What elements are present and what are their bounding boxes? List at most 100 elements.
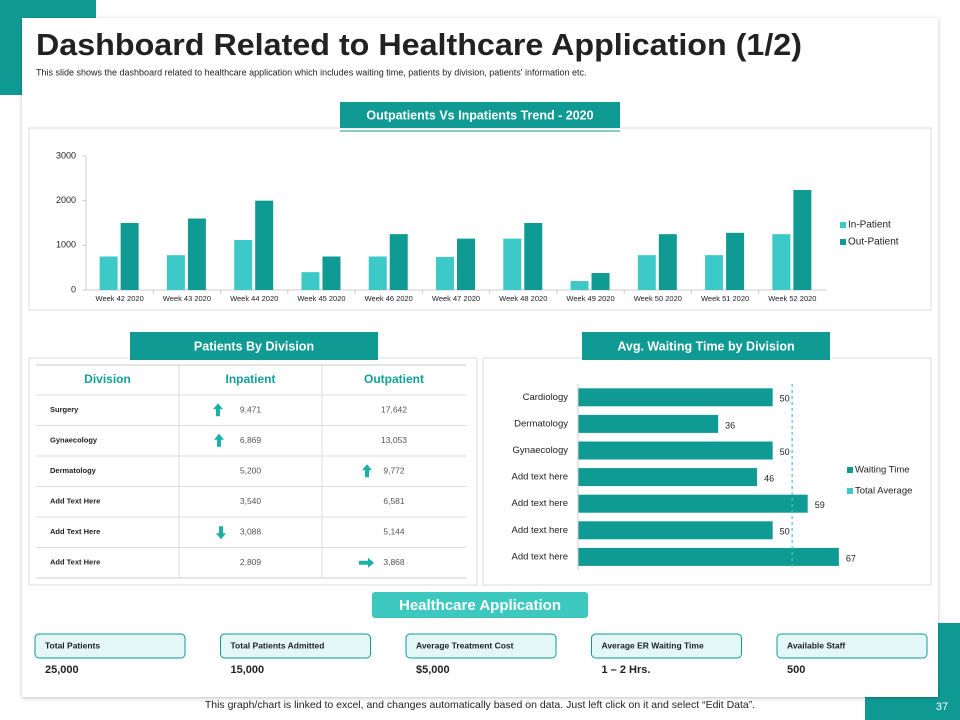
- kpi-value: 15,000: [231, 664, 265, 676]
- bar: [578, 468, 758, 487]
- cell: 9,772: [383, 466, 405, 476]
- cell: 9,471: [240, 405, 262, 415]
- y-tick-label: Dermatology: [514, 418, 568, 429]
- legend-swatch: [847, 488, 853, 494]
- bar: [591, 273, 610, 290]
- legend-swatch: [847, 467, 853, 473]
- y-tick-label: 2000: [56, 195, 76, 205]
- bar: [322, 256, 341, 290]
- bar: [524, 223, 543, 290]
- legend-swatch: [840, 222, 846, 228]
- bar: [578, 547, 839, 566]
- bar: [705, 255, 724, 290]
- subtitle: This slide shows the dashboard related t…: [36, 67, 587, 77]
- page-number: 37: [936, 701, 948, 713]
- cell: 3,868: [383, 557, 405, 567]
- x-tick-label: Week 45 2020: [297, 294, 345, 303]
- x-tick-label: Week 49 2020: [566, 294, 614, 303]
- bar: [457, 238, 475, 290]
- kpi-label: Total Patients Admitted: [231, 640, 325, 650]
- data-label: 36: [725, 420, 735, 430]
- table-header: Division: [84, 372, 131, 386]
- bar: [187, 218, 206, 290]
- data-label: 59: [815, 500, 825, 510]
- bar: [255, 200, 274, 290]
- x-tick-label: Week 44 2020: [230, 294, 278, 303]
- cell: 5,144: [383, 527, 405, 537]
- bar: [578, 388, 773, 407]
- trend-icon: [216, 526, 226, 540]
- kpi-value: 1 – 2 Hrs.: [602, 664, 651, 676]
- bar: [436, 256, 454, 290]
- kpi-label: Average Treatment Cost: [416, 640, 514, 650]
- footer: This graph/chart is linked to excel, and…: [205, 699, 755, 711]
- data-label: 50: [780, 527, 790, 537]
- bar: [578, 414, 719, 433]
- row-label: Add Text Here: [50, 527, 100, 536]
- bar: [578, 441, 773, 460]
- data-label: 50: [780, 394, 790, 404]
- bar: [389, 234, 408, 290]
- kpi-value: 25,000: [45, 664, 79, 676]
- section-title: Healthcare Application: [399, 597, 561, 614]
- section-banner: [582, 332, 830, 360]
- title: Dashboard Related to Healthcare Applicat…: [36, 27, 802, 62]
- legend-label: Waiting Time: [855, 465, 910, 476]
- x-tick-label: Week 47 2020: [432, 294, 480, 303]
- kpi-value: 500: [787, 664, 805, 676]
- kpi-card: [405, 633, 557, 659]
- trend-icon: [362, 464, 372, 478]
- row-label: Add Text Here: [50, 497, 100, 506]
- bar: [570, 281, 589, 290]
- chart-title: Outpatients Vs Inpatients Trend - 2020: [366, 108, 593, 122]
- x-tick-label: Week 51 2020: [701, 294, 749, 303]
- y-tick-label: Add text here: [511, 472, 568, 483]
- data-label: 50: [780, 447, 790, 457]
- kpi-label: Total Patients: [45, 640, 100, 650]
- cell: 17,642: [381, 405, 407, 415]
- cell: 3,540: [240, 496, 262, 506]
- data-label: 46: [764, 473, 774, 483]
- y-tick-label: Add text here: [511, 498, 568, 509]
- row-label: Add Text Here: [50, 558, 100, 567]
- bar: [166, 255, 185, 290]
- bar: [503, 238, 522, 290]
- y-tick-label: Add text here: [511, 551, 568, 562]
- bar: [637, 255, 656, 290]
- y-tick-label: Gynaecology: [513, 445, 569, 456]
- trend-icon: [214, 433, 224, 447]
- bar: [772, 234, 791, 290]
- cell: 3,088: [240, 527, 262, 537]
- bar: [793, 189, 812, 290]
- kpi-card: [34, 633, 186, 659]
- cell: 2,809: [240, 557, 262, 567]
- section-banner: [372, 592, 588, 618]
- legend-label: Out-Patient: [848, 237, 899, 248]
- table-title: Patients By Division: [194, 339, 314, 353]
- kpi-label: Average ER Waiting Time: [602, 640, 704, 650]
- y-tick-label: Add text here: [511, 525, 568, 536]
- cell: 5,200: [240, 466, 262, 476]
- bar: [368, 256, 387, 290]
- table-header: Outpatient: [364, 372, 424, 386]
- legend-label: Total Average: [855, 486, 912, 497]
- section-banner: [340, 102, 620, 128]
- kpi-card: [591, 633, 742, 659]
- y-tick-label: 1000: [56, 240, 76, 250]
- bar: [578, 494, 808, 513]
- cell: 6,869: [240, 435, 262, 445]
- bar: [726, 232, 745, 290]
- data-label: 67: [846, 553, 856, 563]
- x-tick-label: Week 48 2020: [499, 294, 547, 303]
- bar: [658, 234, 677, 290]
- row-label: Gynaecology: [50, 436, 98, 445]
- trend-icon: [213, 403, 223, 417]
- trend-icon: [359, 557, 374, 568]
- y-tick-label: Cardiology: [523, 392, 569, 403]
- row-label: Surgery: [50, 405, 79, 414]
- chart-title: Avg. Waiting Time by Division: [617, 339, 794, 353]
- bar: [301, 272, 320, 290]
- y-tick-label: 3000: [56, 150, 76, 160]
